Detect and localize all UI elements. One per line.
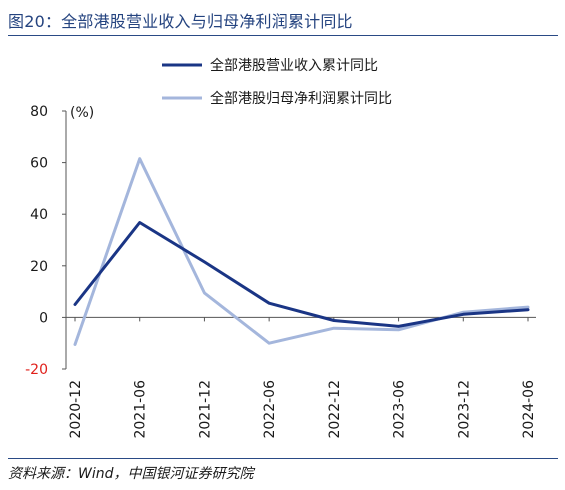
- source-rule: [8, 458, 558, 459]
- x-tick-label: 2021-12: [197, 380, 213, 439]
- y-tick-label: 80: [30, 104, 48, 120]
- y-tick-label: 0: [39, 310, 48, 326]
- x-tick-label: 2021-06: [133, 380, 149, 439]
- y-tick-label: 20: [30, 259, 48, 275]
- series-line-revenue: [73, 221, 530, 328]
- title-rule: [8, 35, 558, 36]
- legend-label-profit: 全部港股归母净利润累计同比: [210, 90, 392, 107]
- y-tick-label: -20: [25, 362, 48, 378]
- y-tick-label: 60: [30, 156, 48, 172]
- y-tick-label: 40: [30, 207, 48, 223]
- chart-title: 图20：全部港股营业收入与归母净利润累计同比: [8, 12, 353, 31]
- x-tick-label: 2023-12: [456, 380, 472, 439]
- source-note: 资料来源：Wind，中国银河证券研究院: [8, 466, 254, 482]
- x-tick-label: 2020-12: [68, 380, 84, 439]
- x-tick-label: 2024-06: [521, 380, 537, 439]
- series-layer: [73, 157, 530, 346]
- x-tick-label: 2022-06: [262, 380, 278, 439]
- x-tick-label: 2022-12: [327, 380, 343, 439]
- series-line-profit: [73, 157, 530, 346]
- x-tick-label: 2023-06: [392, 380, 408, 439]
- y-axis-label: (%): [70, 105, 94, 121]
- legend-label-revenue: 全部港股营业收入累计同比: [210, 57, 378, 74]
- axes: 80 60 40 20 0 -20 (%) 2020-12 2021-06 2021-12 2022…: [25, 104, 537, 439]
